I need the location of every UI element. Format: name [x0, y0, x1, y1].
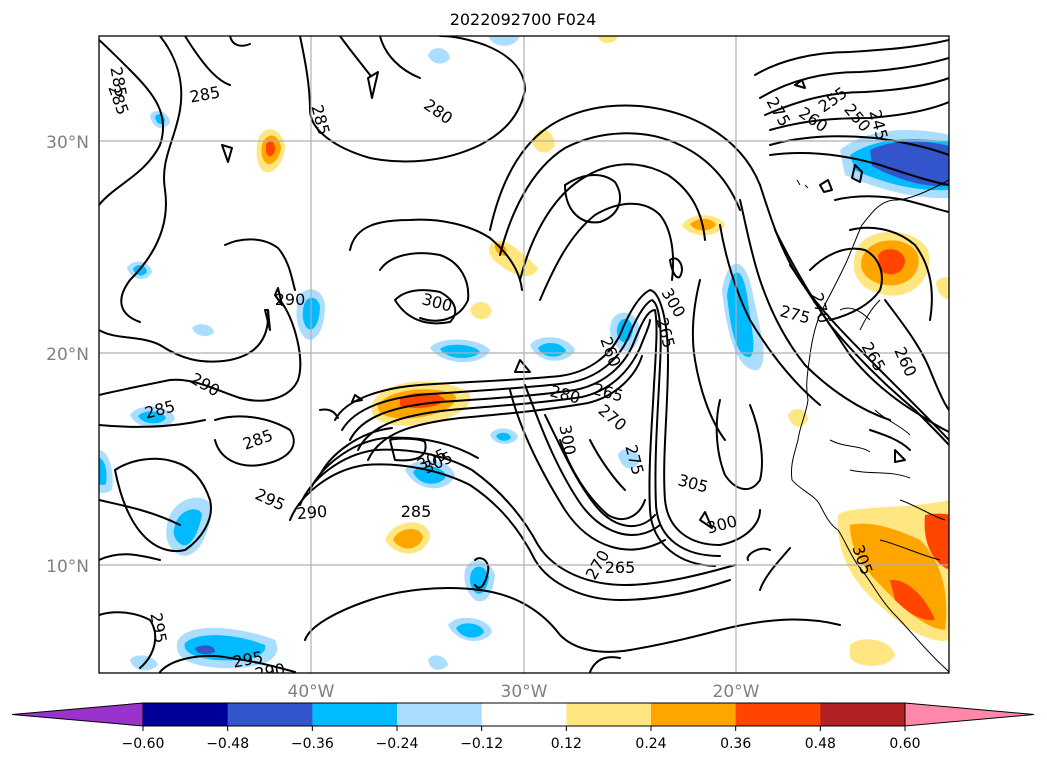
- shade-negative-coast-core: [727, 272, 754, 358]
- svg-text:265: 265: [605, 558, 636, 577]
- colorbar-segment: [397, 703, 483, 726]
- lat-tick-20n: 20°N: [46, 345, 89, 365]
- colorbar-segment: [143, 703, 229, 726]
- shade-positive-south: [850, 639, 895, 666]
- colorbar-tick-label: 0.12: [551, 736, 582, 752]
- contour-label: 285: [401, 502, 432, 521]
- shade-negative-small-7-core: [413, 466, 446, 484]
- shade-negative-small-1-deep: [195, 645, 215, 655]
- lon-tick-40w: 40°W: [288, 682, 335, 702]
- svg-text:285: 285: [401, 502, 432, 521]
- coastline: [791, 179, 949, 673]
- contour-label: 290: [275, 290, 306, 309]
- chart-title: 2022092700 F024: [450, 10, 597, 29]
- shade-positive-small-7: [788, 408, 808, 427]
- colorbar-outline: [143, 702, 905, 727]
- shade-negative-small-2-core: [173, 509, 202, 546]
- shade-positive-small-1-peak: [266, 140, 275, 157]
- shade-negative-small-1-core: [184, 635, 266, 661]
- map-frame: [98, 35, 950, 674]
- shade-negative-ne-deep: [870, 141, 949, 187]
- colorbar-tick-label: 0.24: [635, 736, 666, 752]
- graticule: [99, 36, 949, 673]
- colorbar-segment: [481, 703, 567, 726]
- contour-label: 290: [253, 659, 286, 683]
- colorbar-extend-low: [11, 702, 144, 727]
- colorbar-tick-label: 0.36: [720, 736, 751, 752]
- longitude-ticks: 40°W 30°W 20°W: [288, 682, 760, 702]
- shade-positive-small-8: [598, 36, 618, 44]
- lat-tick-10n: 10°N: [46, 557, 89, 577]
- colorbar-tick-label: 0.60: [889, 736, 920, 752]
- shade-positive-se-edge: [924, 513, 949, 570]
- colorbar-segment: [735, 703, 821, 726]
- shade-negative-small-12-core: [99, 458, 107, 485]
- shade-positive-small-4-core: [393, 529, 423, 549]
- svg-text:290: 290: [296, 502, 328, 524]
- colorbar-tick-label: −0.36: [291, 736, 334, 752]
- svg-text:290: 290: [275, 290, 306, 309]
- shade-positive-small-9: [936, 277, 949, 300]
- shade-negative-small-16-core: [496, 432, 511, 441]
- isolines: [99, 36, 949, 673]
- lat-tick-30n: 30°N: [46, 133, 89, 153]
- shade-positive-se-peak: [890, 579, 935, 621]
- colorbar-tick-label: −0.60: [122, 736, 165, 752]
- latitude-ticks: 30°N 20°N 10°N: [46, 133, 89, 577]
- contour-label: 265: [605, 558, 636, 577]
- lon-tick-20w: 20°W: [713, 682, 760, 702]
- colorbar-segment: [227, 703, 313, 726]
- lon-tick-30w: 30°W: [501, 682, 548, 702]
- colorbar-segment: [820, 703, 906, 726]
- shade-positive-east-peak: [878, 249, 905, 275]
- shade-negative-small-8-core: [470, 566, 489, 594]
- colorbar-tick-label: 0.48: [805, 736, 836, 752]
- colorbar-segment: [566, 703, 652, 726]
- shade-negative-small-14: [428, 48, 450, 64]
- colorbar-tick-label: −0.12: [460, 736, 503, 752]
- colorbar-tick-label: −0.48: [206, 736, 249, 752]
- shade-negative-small-11-core: [138, 411, 166, 424]
- shade-negative-small-20: [428, 655, 448, 670]
- shade-negative-small-9-core: [456, 623, 484, 638]
- shade-negative-small-15: [488, 36, 520, 46]
- colorbar-tick-label: −0.24: [376, 736, 419, 752]
- colorbar-segment: [651, 703, 737, 726]
- shade-positive-small-6: [470, 301, 492, 320]
- svg-text:290: 290: [253, 659, 286, 683]
- colorbar: −0.60 −0.48 −0.36 −0.24 −0.12 0.12 0.24 0.36 0.4…: [11, 702, 1035, 752]
- contour-label: 290: [296, 502, 328, 524]
- shade-negative-small-4-core: [440, 344, 480, 359]
- shade-negative-small-17: [618, 448, 640, 469]
- shade-negative-small-18: [192, 324, 214, 337]
- colorbar-extend-high: [904, 702, 1035, 727]
- colorbar-segment: [312, 703, 398, 726]
